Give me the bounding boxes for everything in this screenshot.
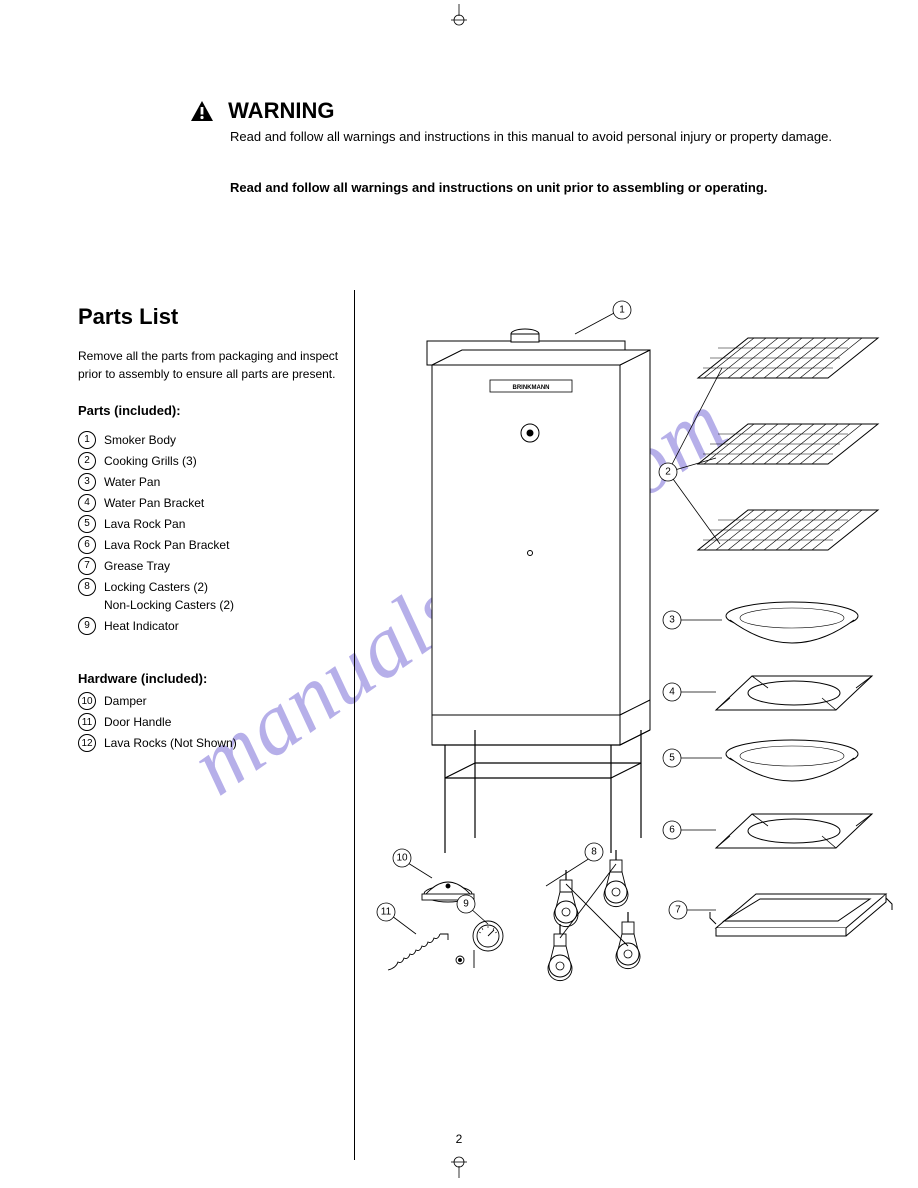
- hardware-label: Lava Rocks (Not Shown): [104, 734, 237, 752]
- part-number-circle: 4: [78, 494, 96, 512]
- warning-subtext-1: Read and follow all warnings and instruc…: [230, 128, 850, 146]
- exploded-diagram: BRINKMANN: [370, 298, 900, 1098]
- callout-3: 3: [669, 615, 675, 626]
- svg-text:BRINKMANN: BRINKMANN: [513, 385, 550, 391]
- callout-9: 9: [463, 899, 469, 910]
- callout-5: 5: [669, 753, 675, 764]
- parts-list-item: 2 Cooking Grills (3): [78, 452, 344, 470]
- parts-list-item: 6 Lava Rock Pan Bracket: [78, 536, 344, 554]
- callout-7: 7: [675, 905, 681, 916]
- left-column: Parts List Remove all the parts from pac…: [78, 300, 344, 755]
- callout-6: 6: [669, 825, 675, 836]
- part-label: Heat Indicator: [104, 617, 179, 635]
- callout-2: 2: [665, 467, 671, 478]
- callout-1: 1: [619, 305, 625, 316]
- parts-list-heading: Parts List: [78, 300, 344, 333]
- callout-11: 11: [381, 907, 392, 918]
- callout-10: 10: [396, 853, 408, 864]
- hardware-number-circle: 10: [78, 692, 96, 710]
- warning-label: WARNING: [228, 98, 334, 123]
- part-number-circle: 9: [78, 617, 96, 635]
- warning-heading: WARNING: [190, 98, 830, 128]
- hardware-heading: Hardware (included):: [78, 669, 344, 689]
- parts-list-item: 3 Water Pan: [78, 473, 344, 491]
- callout-4: 4: [669, 687, 675, 698]
- callout-8: 8: [591, 847, 597, 858]
- hardware-list-item: 12 Lava Rocks (Not Shown): [78, 734, 344, 752]
- part-number-circle: 3: [78, 473, 96, 491]
- part-label: Lava Rock Pan: [104, 515, 185, 533]
- part-number-circle: 5: [78, 515, 96, 533]
- crop-mark-top: [447, 4, 471, 28]
- hardware-number-circle: 11: [78, 713, 96, 731]
- parts-list-item: 1 Smoker Body: [78, 431, 344, 449]
- parts-list-item: 8 Locking Casters (2) Non-Locking Casters…: [78, 578, 344, 614]
- part-label: Water Pan Bracket: [104, 494, 204, 512]
- part-number-circle: 1: [78, 431, 96, 449]
- parts-list-intro: Remove all the parts from packaging and …: [78, 347, 344, 383]
- parts-list: 1 Smoker Body 2 Cooking Grills (3) 3 Water Pa…: [78, 431, 344, 635]
- part-number-circle: 6: [78, 536, 96, 554]
- part-label: Locking Casters (2) Non-Locking Casters …: [104, 578, 234, 614]
- column-divider: [354, 290, 355, 1160]
- part-number-circle: 2: [78, 452, 96, 470]
- part-label: Water Pan: [104, 473, 160, 491]
- parts-list-item: 4 Water Pan Bracket: [78, 494, 344, 512]
- parts-list-item: 5 Lava Rock Pan: [78, 515, 344, 533]
- crop-mark-bottom: [447, 1154, 471, 1178]
- hardware-list-item: 11 Door Handle: [78, 713, 344, 731]
- hardware-list: 10 Damper 11 Door Handle 12 Lava Rocks (Not S…: [78, 692, 344, 752]
- hardware-list-item: 10 Damper: [78, 692, 344, 710]
- hardware-number-circle: 12: [78, 734, 96, 752]
- hardware-label: Damper: [104, 692, 147, 710]
- part-label: Cooking Grills (3): [104, 452, 197, 470]
- warning-subtext-2: Read and follow all warnings and instruc…: [230, 180, 767, 195]
- warning-triangle-icon: [190, 100, 214, 128]
- hardware-label: Door Handle: [104, 713, 171, 731]
- parts-included-heading: Parts (included):: [78, 401, 344, 421]
- parts-list-item: 9 Heat Indicator: [78, 617, 344, 635]
- part-label: Smoker Body: [104, 431, 176, 449]
- part-label: Lava Rock Pan Bracket: [104, 536, 229, 554]
- parts-list-item: 7 Grease Tray: [78, 557, 344, 575]
- part-number-circle: 8: [78, 578, 96, 596]
- page-number: 2: [456, 1132, 463, 1146]
- part-number-circle: 7: [78, 557, 96, 575]
- part-label: Grease Tray: [104, 557, 170, 575]
